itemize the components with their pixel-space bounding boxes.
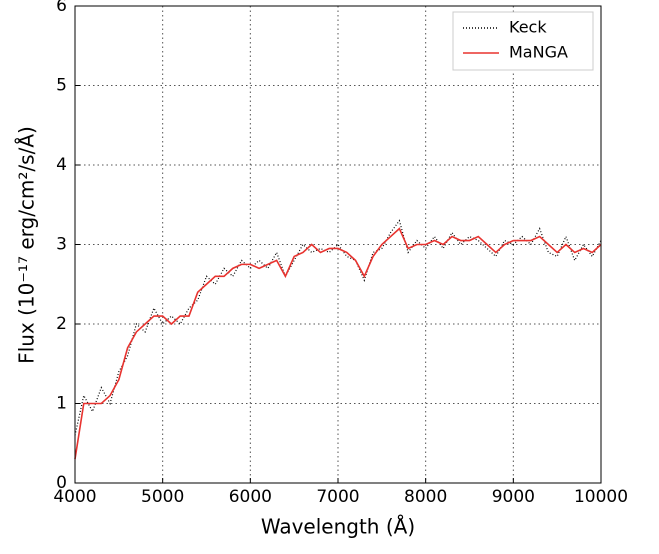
- data-line: [74, 227, 602, 460]
- x-tick-label: 7000: [316, 487, 359, 507]
- y-tick-label: 6: [56, 0, 67, 16]
- x-tick-label: 8000: [404, 487, 447, 507]
- y-tick-label: 2: [56, 314, 67, 334]
- x-tick-label: 10000: [574, 487, 628, 507]
- y-tick-label: 5: [56, 76, 67, 96]
- x-tick-label: 5000: [141, 487, 184, 507]
- x-tick-label: 4000: [53, 487, 96, 507]
- x-tick-label: 6000: [229, 487, 272, 507]
- data-line: [74, 219, 602, 436]
- legend-box: [452, 11, 594, 71]
- y-tick-label: 3: [56, 235, 67, 255]
- y-tick-label: 0: [56, 473, 67, 493]
- x-tick-label: 9000: [492, 487, 535, 507]
- plot-frame: [74, 5, 602, 484]
- legend-label: Keck: [509, 18, 547, 37]
- legend-label: MaNGA: [509, 43, 568, 62]
- y-axis-label: Flux (10⁻¹⁷ erg/cm²/s/Å): [15, 126, 39, 364]
- y-tick-label: 4: [56, 155, 67, 175]
- x-axis-label: Wavelength (Å): [261, 515, 415, 539]
- y-tick-label: 1: [56, 394, 67, 414]
